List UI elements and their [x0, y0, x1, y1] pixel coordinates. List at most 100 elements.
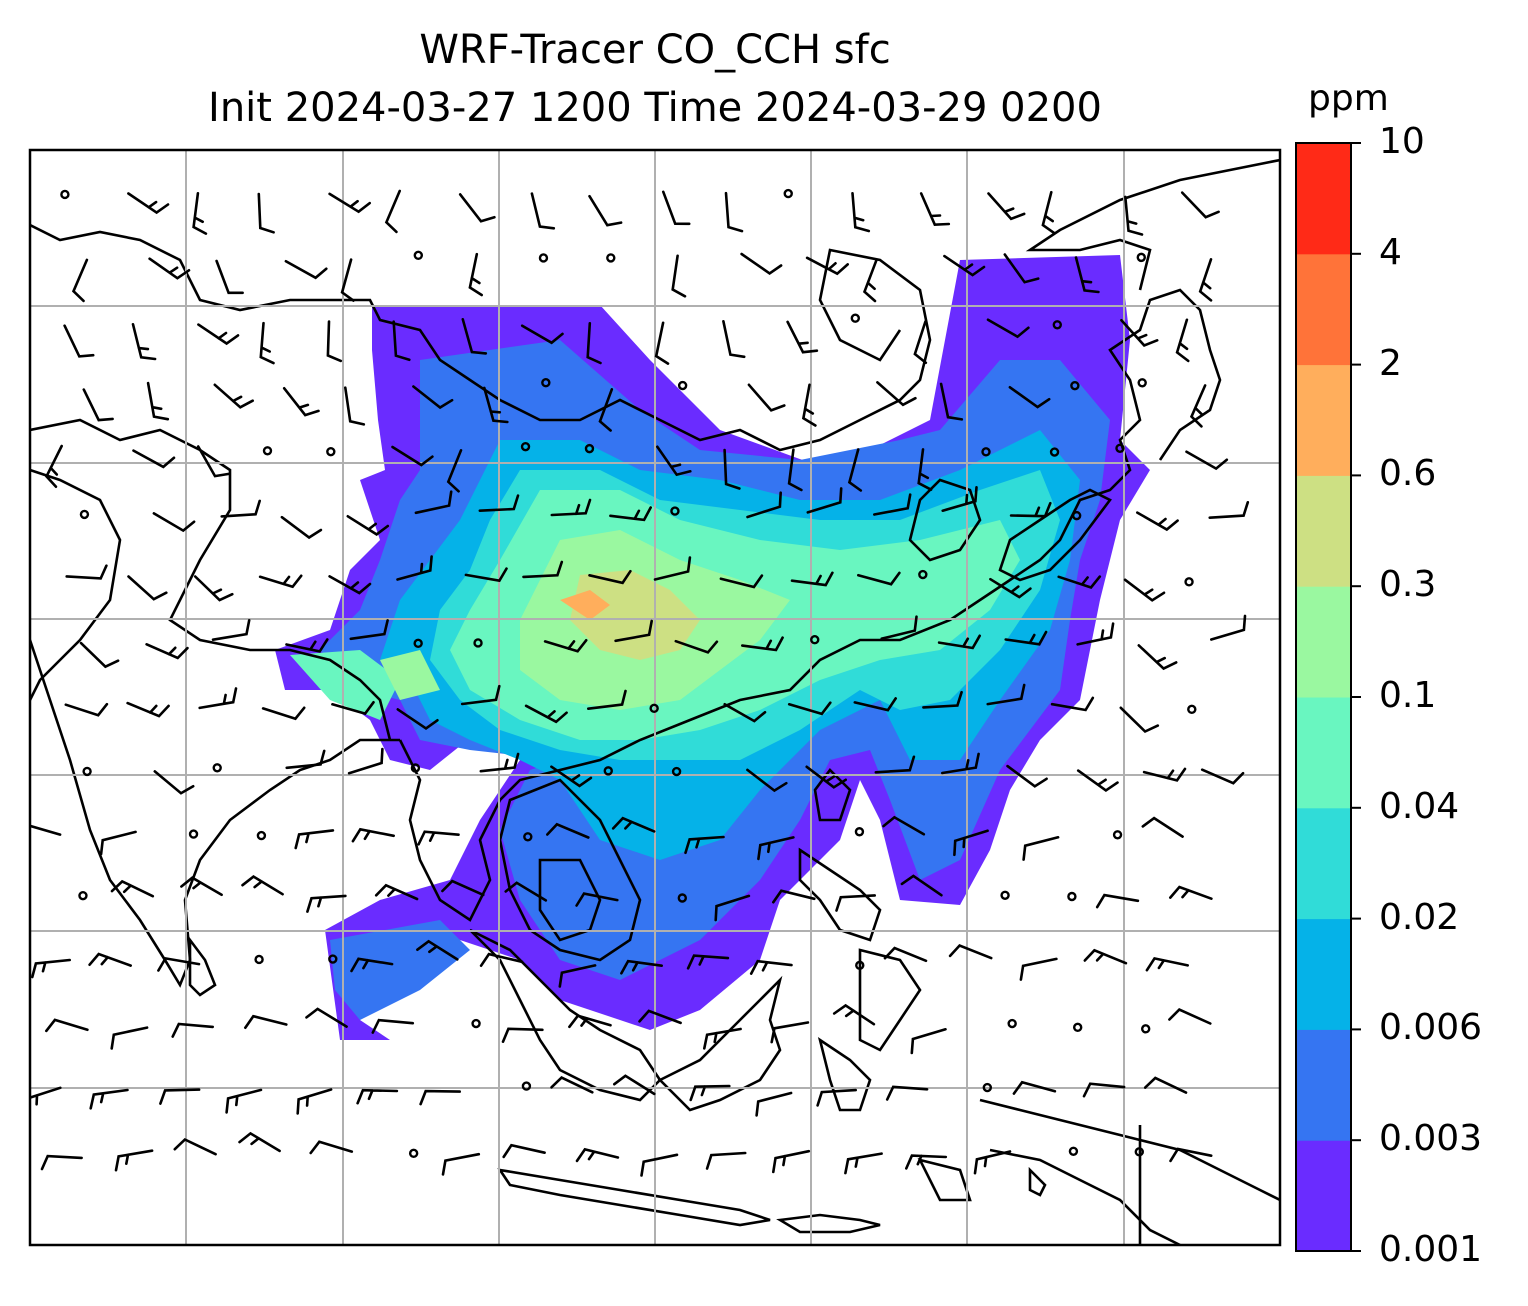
wind-barb — [30, 824, 62, 836]
wind-barb — [575, 892, 619, 907]
wind-barb — [1008, 386, 1051, 409]
colorbar-bin — [1296, 1140, 1351, 1252]
calm-wind-marker — [1184, 577, 1194, 587]
wind-barb — [609, 506, 652, 522]
calm-wind-marker — [60, 189, 70, 200]
wind-barb — [468, 252, 483, 297]
wind-barb — [520, 324, 564, 345]
calm-wind-marker — [1134, 1147, 1144, 1157]
colorbar-tick-label: 0.3 — [1379, 564, 1437, 606]
wind-barb — [460, 684, 501, 706]
wind-barb — [1074, 256, 1100, 294]
calm-wind-marker — [413, 250, 424, 261]
colorbar-tick-label: 0.006 — [1379, 1007, 1483, 1049]
calm-wind-marker — [254, 954, 264, 965]
wind-barb — [844, 1152, 883, 1175]
calm-wind-marker — [523, 832, 533, 842]
wind-barb — [416, 939, 459, 961]
wind-barb — [550, 1076, 594, 1094]
wind-barb — [703, 1027, 742, 1050]
wind-barb — [244, 1014, 288, 1029]
wind-barb — [374, 883, 419, 901]
wind-barb — [40, 1154, 83, 1171]
calm-wind-marker — [783, 188, 793, 199]
wind-barb — [740, 252, 783, 275]
wind-barb — [1198, 258, 1213, 302]
wind-barb — [746, 768, 788, 793]
calm-wind-marker — [855, 960, 865, 971]
wind-barb — [862, 258, 878, 303]
colorbar-tick-label: 0.003 — [1379, 1118, 1483, 1160]
wind-barb — [705, 1151, 747, 1170]
wind-barb — [757, 836, 795, 861]
wind-barb — [880, 615, 918, 640]
wind-barb — [558, 964, 597, 988]
colorbar-tick-label: 2 — [1379, 342, 1402, 384]
calm-wind-marker — [1187, 704, 1197, 715]
calm-wind-marker — [677, 380, 688, 391]
wind-barb — [873, 493, 912, 516]
wind-barb — [1123, 578, 1166, 602]
wind-barb — [1019, 957, 1058, 981]
calm-wind-marker — [188, 829, 199, 839]
wind-barb — [356, 1088, 399, 1105]
wind-barb — [973, 1150, 1012, 1175]
wind-barb — [772, 889, 816, 904]
wind-barb — [238, 1131, 281, 1153]
wind-barb — [1168, 1008, 1212, 1025]
wind-barb — [885, 1085, 929, 1101]
wind-barb — [180, 876, 223, 897]
gridlines — [30, 150, 1280, 1245]
wind-barb — [192, 192, 208, 235]
wind-barb — [461, 318, 488, 355]
wind-barb — [550, 498, 592, 517]
wind-barb — [441, 879, 485, 897]
wind-barb — [285, 749, 326, 770]
wind-barb — [851, 192, 871, 233]
wind-barb — [522, 560, 564, 579]
wind-barb — [417, 830, 460, 846]
wind-barb — [1057, 575, 1102, 590]
wind-barb — [1050, 696, 1095, 712]
wind-barb — [1012, 1080, 1057, 1095]
wind-barb — [171, 1022, 214, 1038]
wind-barb — [801, 383, 817, 427]
wind-barb — [1082, 1082, 1126, 1098]
tracer-field — [275, 255, 1150, 1040]
calm-wind-marker — [212, 763, 222, 773]
wind-barb — [613, 1074, 656, 1096]
colorbar-tick-label: 10 — [1379, 121, 1425, 162]
wind-barb — [1185, 450, 1229, 471]
calm-wind-marker — [677, 893, 688, 903]
calm-wind-marker — [1137, 378, 1147, 388]
wind-barb — [479, 952, 524, 967]
calm-wind-marker — [326, 446, 336, 457]
wind-barb — [132, 449, 176, 469]
wind-barb — [1189, 384, 1207, 428]
wind-barb — [588, 569, 632, 585]
calm-wind-marker — [520, 441, 531, 452]
wind-barb — [941, 486, 978, 512]
calm-wind-marker — [918, 569, 928, 580]
wind-barb — [1119, 706, 1160, 734]
wind-barb — [110, 879, 155, 898]
wind-barb — [816, 1088, 857, 1107]
calm-wind-marker — [1067, 891, 1077, 902]
wind-barb — [941, 752, 980, 775]
wind-barb — [755, 1091, 793, 1117]
wind-barb — [741, 636, 784, 652]
wind-barb — [1076, 622, 1115, 646]
wind-barb — [153, 770, 195, 795]
wind-barb — [88, 952, 132, 967]
calm-wind-marker — [538, 253, 549, 263]
wind-barb — [478, 494, 520, 512]
wind-barb — [787, 448, 803, 492]
wind-barb — [543, 639, 588, 653]
wind-barb — [986, 318, 1030, 339]
wind-barb — [586, 322, 602, 365]
wind-barb — [1006, 764, 1048, 788]
chart-title: WRF-Tracer CO_CCH sfc — [419, 27, 891, 73]
wind-barb — [943, 254, 986, 277]
wind-barb — [349, 619, 389, 641]
wind-barb — [1041, 190, 1056, 235]
